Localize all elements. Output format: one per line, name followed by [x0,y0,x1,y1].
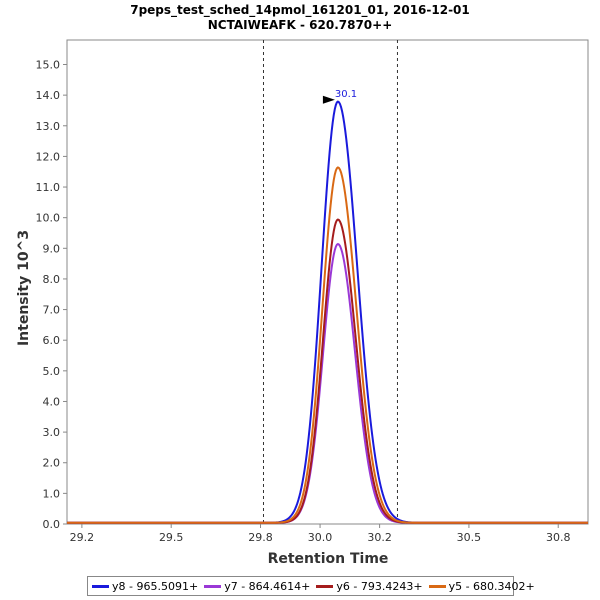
integration-boundaries [262,40,398,524]
y-tick-label: 5.0 [43,365,61,378]
y-tick-label: 8.0 [43,273,61,286]
legend-swatch [428,584,446,588]
y-tick-label: 13.0 [36,120,61,133]
y-tick-label: 7.0 [43,304,61,317]
x-tick-label: 30.5 [457,531,482,544]
chart-subtitle: NCTAIWEAFK - 620.7870++ [207,18,393,32]
legend-label: y8 - 965.5091+ [112,579,199,593]
x-tick-label: 30.8 [546,531,571,544]
legend-item: y6 - 793.4243+ [316,579,423,593]
y-tick-label: 11.0 [36,181,61,194]
series-lines [67,100,588,524]
series-line [67,166,588,524]
y-tick-label: 0.0 [43,518,61,531]
x-tick-label: 29.5 [159,531,184,544]
y-tick-label: 15.0 [36,59,61,72]
x-axis-ticks: 29.2 29.5 29.8 30.0 30.2 30.5 30.8 [70,524,571,544]
chart-title: 7peps_test_sched_14pmol_161201_01, 2016-… [130,3,470,17]
x-tick-label: 29.2 [70,531,95,544]
legend-label: y7 - 864.4614+ [224,579,311,593]
y-tick-label: 12.0 [36,150,61,163]
peak-label: 30.1 [335,89,357,100]
legend-swatch [316,584,334,588]
y-tick-label: 4.0 [43,395,61,408]
x-tick-label: 30.0 [308,531,333,544]
peak-marker [322,95,335,104]
peak-annotation: 30.1 [322,89,357,104]
chart-legend: y8 - 965.5091+ y7 - 864.4614+ y6 - 793.424… [87,576,535,596]
legend-item: y8 - 965.5091+ [92,580,198,593]
x-tick-label: 29.8 [248,531,273,544]
y-tick-label: 10.0 [36,212,61,225]
y-axis-ticks: 0.0 1.0 2.0 3.0 4.0 5.0 6.0 7.0 8.0 9.0 10.0 11.0 12… [36,59,67,531]
y-tick-label: 14.0 [36,89,61,102]
legend-swatch [92,584,109,588]
y-tick-label: 1.0 [43,487,61,500]
y-tick-label: 6.0 [43,334,61,347]
legend-item: y7 - 864.4614+ [204,580,310,593]
y-tick-label: 3.0 [43,426,61,439]
y-tick-label: 9.0 [43,242,61,255]
legend-swatch [204,584,222,588]
legend-label: y6 - 793.4243+ [336,579,423,593]
y-axis-label: Intensity 10^3 [16,230,32,346]
legend-item: y5 - 680.3402+ [428,579,535,593]
legend-label: y5 - 680.3402+ [448,579,535,593]
x-tick-label: 30.2 [367,531,392,544]
x-axis-label: Retention Time [268,551,389,567]
y-tick-label: 2.0 [43,457,61,470]
